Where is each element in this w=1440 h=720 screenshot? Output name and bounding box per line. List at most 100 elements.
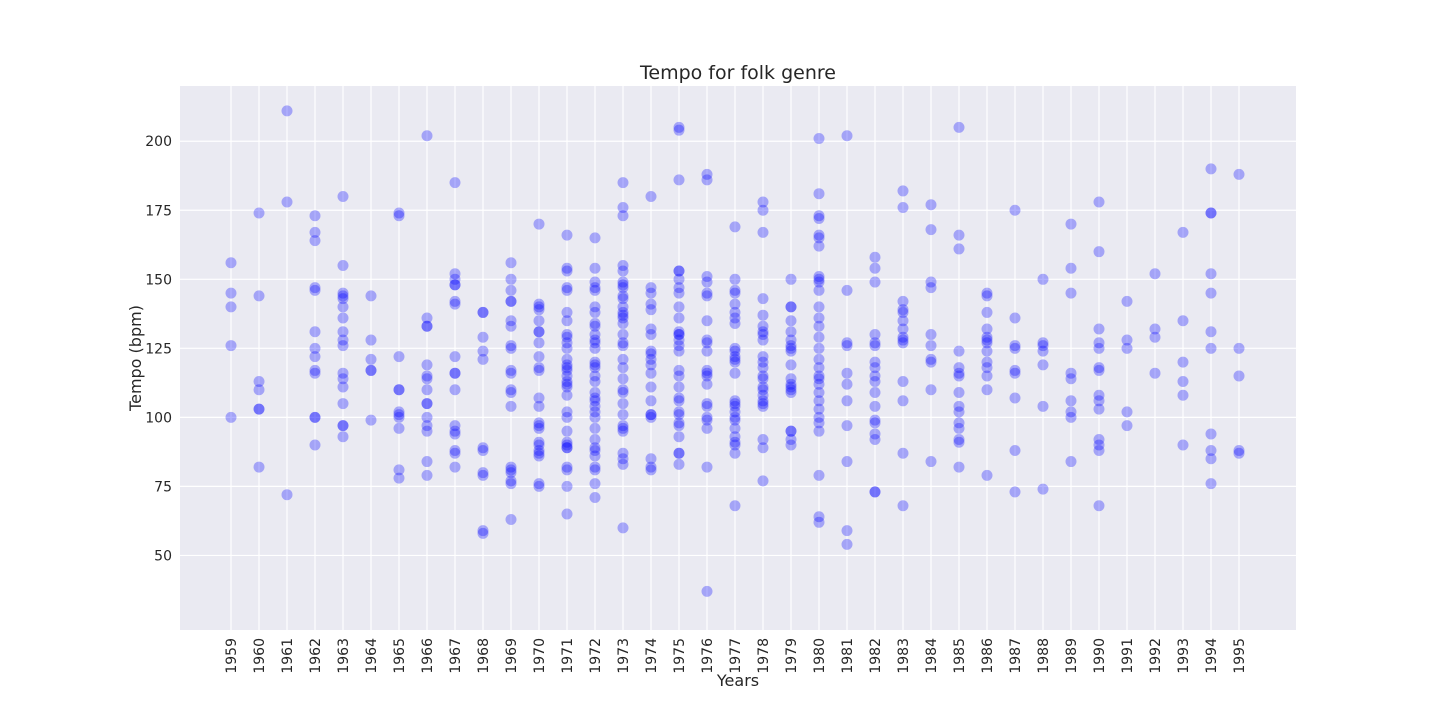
- x-tick-label: 1979: [784, 638, 800, 674]
- data-point: [589, 478, 601, 490]
- data-point: [841, 284, 853, 296]
- data-point: [477, 527, 489, 539]
- x-gridlines: [230, 86, 1240, 630]
- data-point: [281, 489, 293, 501]
- data-point: [589, 433, 601, 445]
- data-point: [421, 373, 433, 385]
- data-point: [561, 480, 573, 492]
- data-point: [225, 340, 237, 352]
- data-point: [477, 525, 489, 537]
- data-point: [533, 478, 545, 490]
- data-point: [1093, 403, 1105, 415]
- data-point: [449, 445, 461, 457]
- data-point: [533, 447, 545, 459]
- data-point: [1093, 445, 1105, 457]
- data-point: [701, 315, 713, 327]
- y-tick-label: 175: [145, 203, 172, 219]
- data-point: [1009, 340, 1021, 352]
- data-point: [757, 381, 769, 393]
- data-point: [785, 378, 797, 390]
- data-point: [729, 317, 741, 329]
- x-tick-label: 1983: [896, 638, 912, 674]
- data-point: [477, 469, 489, 481]
- data-point: [869, 486, 881, 498]
- data-point: [785, 425, 797, 437]
- data-point: [645, 409, 657, 421]
- data-point: [1009, 364, 1021, 376]
- data-point: [785, 381, 797, 393]
- x-tick-label: 1990: [1092, 638, 1108, 674]
- x-tick-label: 1975: [672, 638, 688, 674]
- data-point: [673, 265, 685, 277]
- data-point: [1037, 273, 1049, 285]
- data-point: [1037, 345, 1049, 357]
- data-point: [981, 345, 993, 357]
- data-point: [561, 370, 573, 382]
- data-point: [533, 326, 545, 338]
- data-point: [617, 340, 629, 352]
- data-point: [897, 323, 909, 335]
- data-point: [757, 326, 769, 338]
- data-point: [673, 420, 685, 432]
- data-point: [533, 362, 545, 374]
- data-point: [281, 196, 293, 208]
- data-point: [897, 375, 909, 387]
- data-point: [561, 229, 573, 241]
- data-point: [617, 522, 629, 534]
- data-point: [785, 373, 797, 385]
- data-point: [701, 422, 713, 434]
- data-point: [393, 472, 405, 484]
- data-point: [925, 282, 937, 294]
- x-tick-label: 1972: [588, 638, 604, 674]
- data-point: [393, 464, 405, 476]
- data-point: [757, 395, 769, 407]
- data-point: [1205, 445, 1217, 457]
- data-point: [505, 257, 517, 269]
- data-point: [421, 456, 433, 468]
- data-point: [1009, 392, 1021, 404]
- data-point: [645, 461, 657, 473]
- data-point: [505, 467, 517, 479]
- data-point: [701, 345, 713, 357]
- data-point: [729, 351, 741, 363]
- data-point: [1093, 389, 1105, 401]
- data-point: [449, 447, 461, 459]
- data-point: [897, 331, 909, 343]
- data-point: [617, 306, 629, 318]
- data-point: [533, 422, 545, 434]
- data-point: [673, 312, 685, 324]
- data-point: [1037, 340, 1049, 352]
- x-tick-label: 1961: [280, 638, 296, 674]
- data-point: [701, 378, 713, 390]
- data-point: [449, 273, 461, 285]
- data-point: [729, 439, 741, 451]
- data-point: [673, 447, 685, 459]
- data-point: [645, 409, 657, 421]
- data-point: [785, 387, 797, 399]
- data-point: [309, 210, 321, 222]
- data-point: [701, 461, 713, 473]
- plot-area: [180, 86, 1296, 630]
- data-point: [813, 373, 825, 385]
- data-point: [841, 337, 853, 349]
- data-point: [673, 273, 685, 285]
- data-point: [589, 392, 601, 404]
- data-point: [589, 359, 601, 371]
- data-point: [645, 411, 657, 423]
- data-point: [449, 367, 461, 379]
- data-point: [1065, 406, 1077, 418]
- data-point: [505, 387, 517, 399]
- data-point: [813, 210, 825, 222]
- data-point: [981, 337, 993, 349]
- data-point: [1065, 411, 1077, 423]
- data-point: [841, 538, 853, 550]
- data-point: [533, 400, 545, 412]
- data-point: [505, 464, 517, 476]
- data-point: [561, 389, 573, 401]
- data-point: [1037, 359, 1049, 371]
- data-point: [869, 337, 881, 349]
- data-point: [337, 312, 349, 324]
- data-point: [589, 262, 601, 274]
- data-point: [925, 340, 937, 352]
- x-tick-labels: 1959 1960 1961 1962 1963 1964 1965 1966 1967 1968…: [224, 638, 1248, 674]
